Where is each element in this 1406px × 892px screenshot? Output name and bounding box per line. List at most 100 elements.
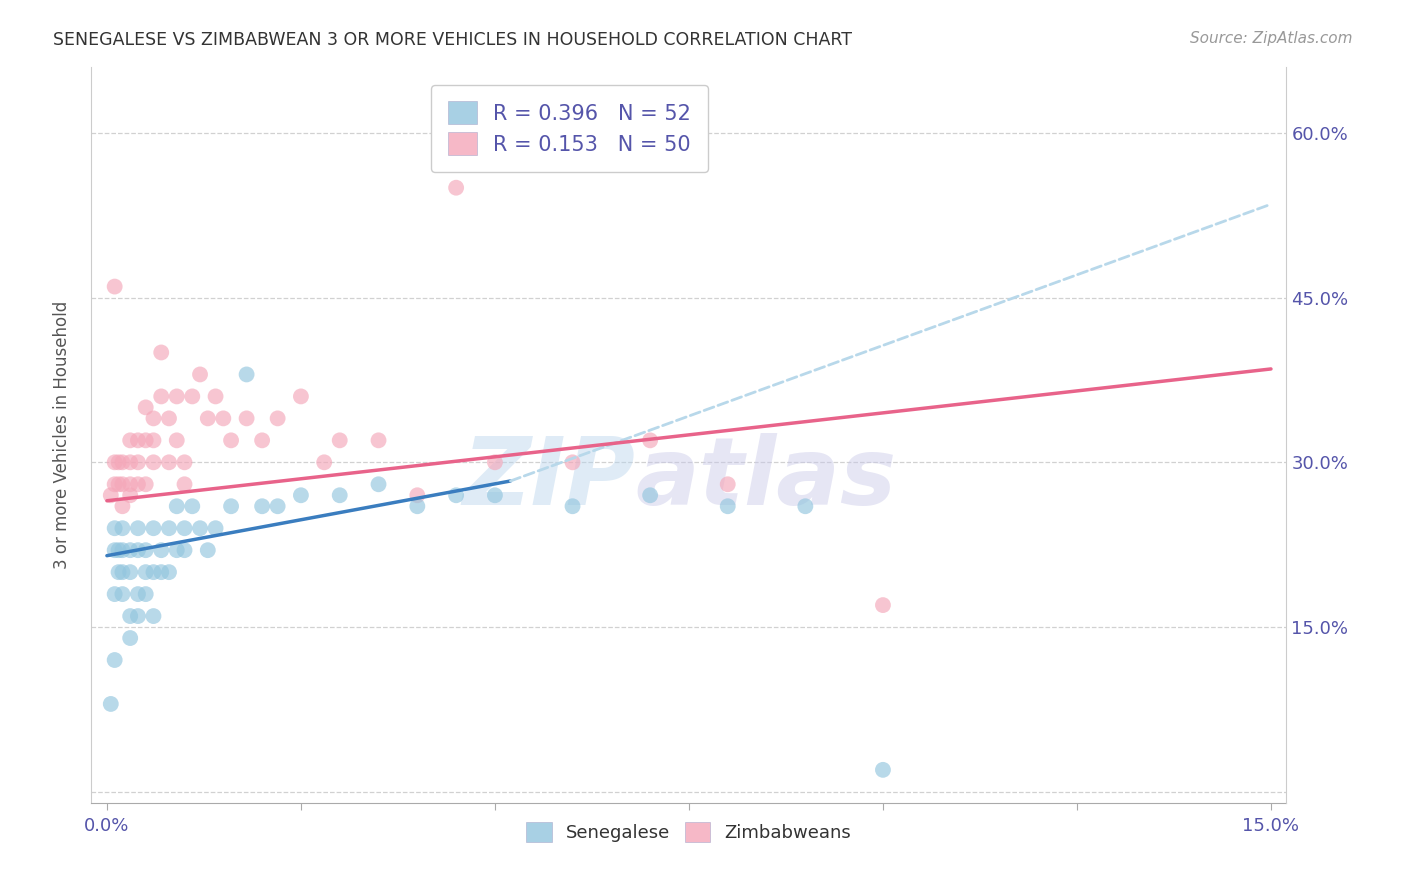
Point	[107, 477, 129, 491]
Point	[127, 434, 149, 448]
Point	[127, 609, 149, 624]
Point	[100, 697, 122, 711]
Text: atlas: atlas	[636, 433, 897, 525]
Point	[120, 543, 142, 558]
Point	[290, 389, 312, 403]
Point	[173, 543, 195, 558]
Point	[107, 455, 129, 469]
Point	[204, 389, 226, 403]
Point	[111, 565, 134, 579]
Point	[142, 565, 165, 579]
Point	[484, 455, 506, 469]
Point	[107, 543, 129, 558]
Point	[150, 543, 173, 558]
Point	[150, 389, 173, 403]
Legend: Senegalese, Zimbabweans: Senegalese, Zimbabweans	[519, 814, 859, 849]
Point	[127, 455, 149, 469]
Point	[266, 411, 288, 425]
Point	[717, 500, 740, 514]
Point	[235, 411, 257, 425]
Point	[204, 521, 226, 535]
Point	[120, 631, 142, 645]
Point	[235, 368, 257, 382]
Point	[104, 455, 127, 469]
Point	[104, 279, 127, 293]
Point	[250, 500, 273, 514]
Point	[638, 434, 661, 448]
Point	[166, 434, 188, 448]
Point	[111, 455, 134, 469]
Point	[561, 455, 583, 469]
Point	[173, 521, 195, 535]
Point	[290, 488, 312, 502]
Point	[135, 543, 157, 558]
Point	[406, 500, 429, 514]
Point	[111, 477, 134, 491]
Point	[104, 521, 127, 535]
Point	[107, 565, 129, 579]
Point	[367, 434, 389, 448]
Text: SENEGALESE VS ZIMBABWEAN 3 OR MORE VEHICLES IN HOUSEHOLD CORRELATION CHART: SENEGALESE VS ZIMBABWEAN 3 OR MORE VEHIC…	[53, 31, 852, 49]
Point	[135, 434, 157, 448]
Point	[157, 565, 180, 579]
Point	[561, 500, 583, 514]
Point	[181, 389, 204, 403]
Point	[484, 488, 506, 502]
Point	[104, 477, 127, 491]
Point	[142, 609, 165, 624]
Point	[197, 411, 219, 425]
Point	[157, 411, 180, 425]
Point	[104, 543, 127, 558]
Point	[166, 500, 188, 514]
Point	[104, 653, 127, 667]
Point	[100, 488, 122, 502]
Point	[197, 543, 219, 558]
Point	[135, 587, 157, 601]
Point	[181, 500, 204, 514]
Point	[250, 434, 273, 448]
Point	[173, 455, 195, 469]
Point	[188, 521, 211, 535]
Y-axis label: 3 or more Vehicles in Household: 3 or more Vehicles in Household	[52, 301, 70, 569]
Text: Source: ZipAtlas.com: Source: ZipAtlas.com	[1189, 31, 1353, 46]
Point	[120, 565, 142, 579]
Point	[142, 521, 165, 535]
Point	[120, 488, 142, 502]
Point	[142, 455, 165, 469]
Point	[219, 434, 242, 448]
Point	[444, 180, 467, 194]
Point	[111, 543, 134, 558]
Text: ZIP: ZIP	[463, 433, 636, 525]
Point	[120, 434, 142, 448]
Point	[166, 389, 188, 403]
Point	[120, 609, 142, 624]
Point	[111, 587, 134, 601]
Point	[135, 401, 157, 415]
Point	[166, 543, 188, 558]
Point	[266, 500, 288, 514]
Point	[794, 500, 817, 514]
Point	[314, 455, 336, 469]
Point	[111, 500, 134, 514]
Point	[111, 521, 134, 535]
Point	[872, 598, 894, 612]
Point	[157, 521, 180, 535]
Point	[150, 565, 173, 579]
Point	[127, 521, 149, 535]
Point	[872, 763, 894, 777]
Point	[173, 477, 195, 491]
Point	[212, 411, 235, 425]
Point	[127, 587, 149, 601]
Point	[104, 587, 127, 601]
Point	[150, 345, 173, 359]
Point	[127, 543, 149, 558]
Point	[142, 434, 165, 448]
Point	[135, 477, 157, 491]
Point	[367, 477, 389, 491]
Point	[406, 488, 429, 502]
Point	[135, 565, 157, 579]
Point	[120, 477, 142, 491]
Point	[329, 434, 352, 448]
Point	[142, 411, 165, 425]
Point	[444, 488, 467, 502]
